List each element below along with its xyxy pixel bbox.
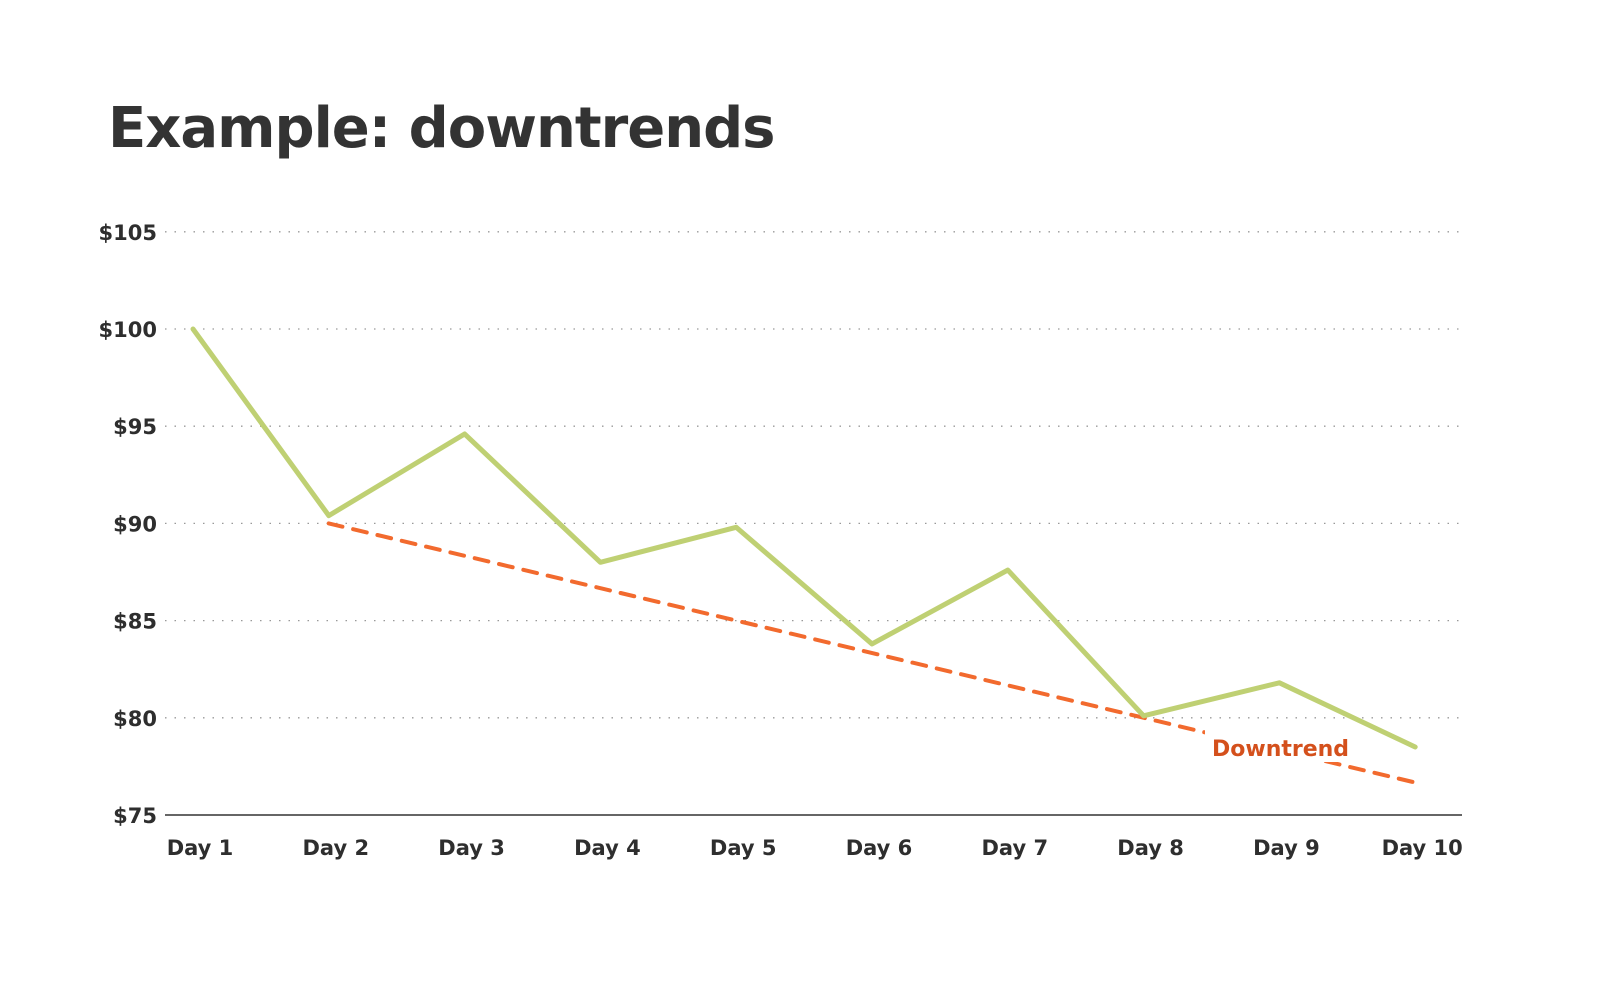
x-tick-label: Day 3: [438, 836, 505, 860]
y-tick-label: $90: [113, 512, 157, 536]
annotation-background: [1205, 728, 1347, 762]
y-tick-label: $85: [113, 610, 157, 634]
x-tick-label: Day 4: [574, 836, 641, 860]
x-tick-label: Day 1: [167, 836, 234, 860]
chart-title: Example: downtrends: [108, 96, 775, 161]
y-tick-label: $80: [113, 707, 157, 731]
price-line: [190, 326, 1418, 750]
x-tick-label: Day 2: [303, 836, 370, 860]
y-tick-label: $105: [99, 221, 157, 245]
x-tick-label: Day 9: [1253, 836, 1320, 860]
y-tick-label: $100: [99, 318, 157, 342]
x-tick-label: Day 8: [1117, 836, 1184, 860]
y-tick-label: $75: [113, 804, 157, 828]
y-tick-label: $95: [113, 415, 157, 439]
trendline-label: Downtrend: [1212, 737, 1349, 762]
x-tick-label: Day 10: [1382, 836, 1463, 860]
x-tick-label: Day 7: [982, 836, 1049, 860]
x-tick-label: Day 6: [846, 836, 913, 860]
x-tick-label: Day 5: [710, 836, 777, 860]
